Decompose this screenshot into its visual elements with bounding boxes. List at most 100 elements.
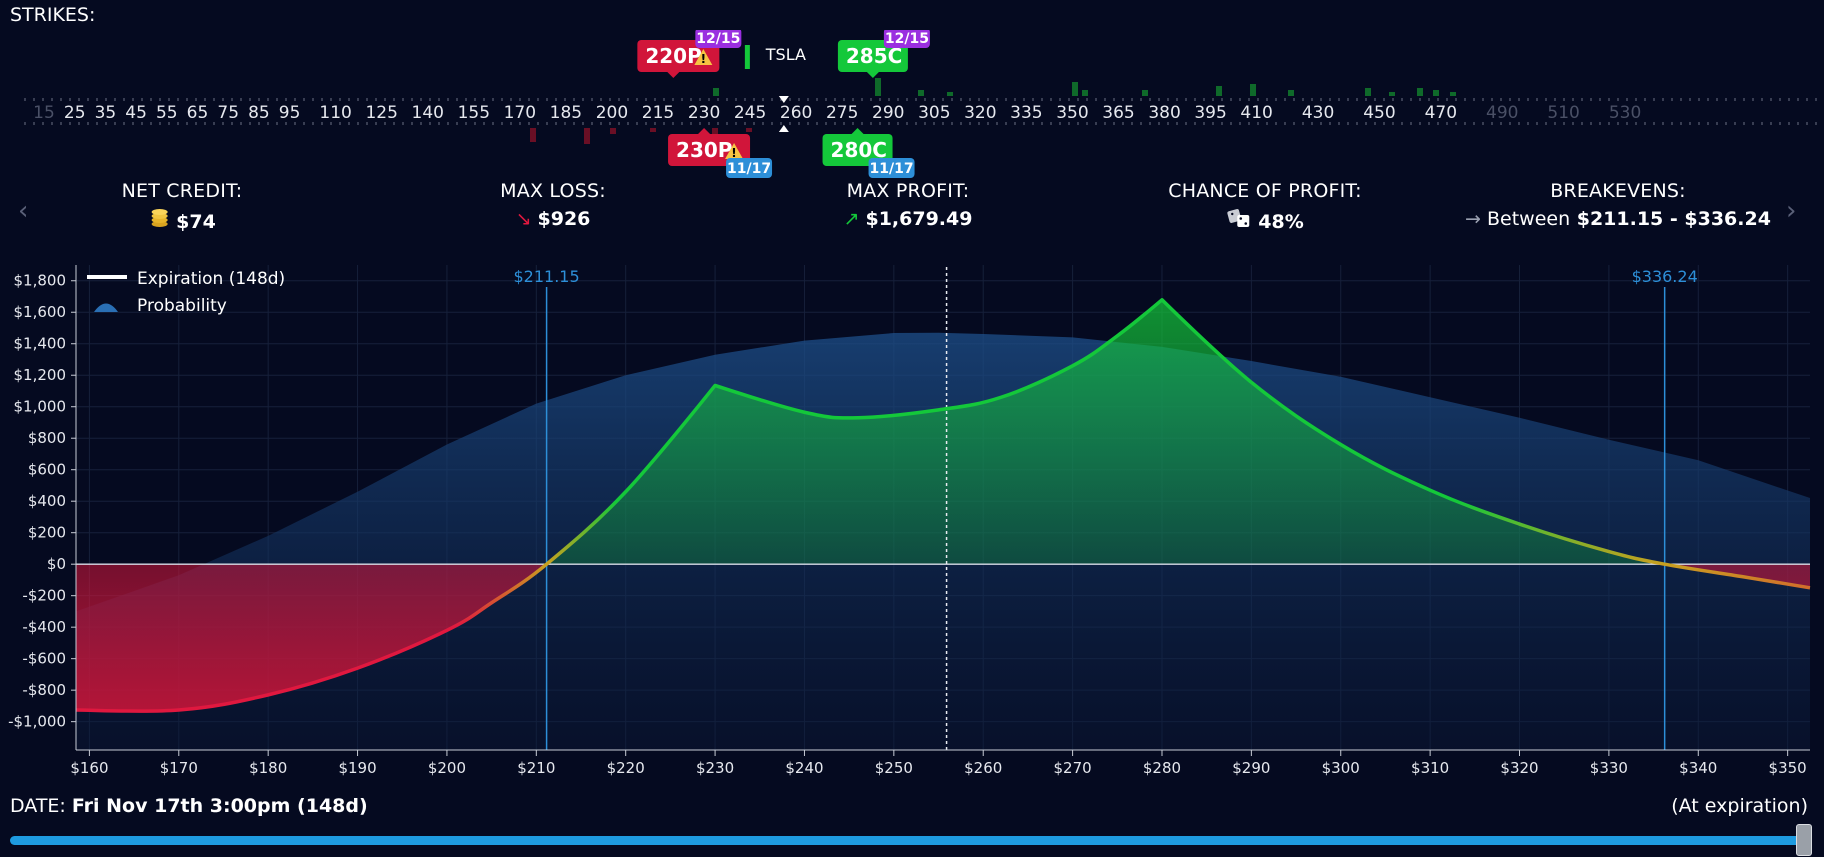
strike-tick-label[interactable]: 140 [412,103,444,123]
net-credit-stat: NET CREDIT: $74 [122,180,243,233]
max-profit-value: $1,679.49 [865,208,973,230]
x-tick-label: $340 [1679,759,1717,777]
strike-tick-label[interactable]: 65 [187,103,209,123]
x-tick-label: $290 [1232,759,1270,777]
chance-of-profit-stat: CHANCE OF PROFIT: 48% [1168,180,1361,233]
strike-tick-label[interactable]: 380 [1148,103,1180,123]
strike-tick-label[interactable]: 215 [642,103,674,123]
x-tick-label: $170 [160,759,198,777]
strike-tick-label[interactable]: 510 [1547,103,1579,123]
strike-ruler[interactable]: 15 25 35 45 55 65 75 85 95 110 125 140 155 170 185 200 2… [0,30,1824,180]
strike-tick-label[interactable]: 125 [365,103,397,123]
volume-bar-up [1450,92,1456,96]
strike-tick-label[interactable]: 290 [872,103,904,123]
strike-tick-label[interactable]: 110 [319,103,351,123]
max-loss-label: MAX LOSS: [500,180,606,202]
next-stat-arrow-icon[interactable]: › [1786,196,1797,226]
coins-icon [148,208,170,233]
strike-tick-label[interactable]: 155 [458,103,490,123]
strike-tick-label[interactable]: 170 [504,103,536,123]
y-tick-label: $200 [28,524,66,542]
arrow-up-right-icon: ↗ [843,208,860,230]
x-tick-label: $270 [1054,759,1092,777]
date-slider-track[interactable] [10,836,1805,845]
chance-of-profit-label: CHANCE OF PROFIT: [1168,180,1362,202]
strike-tick-label[interactable]: 410 [1240,103,1272,123]
x-tick-label: $320 [1500,759,1538,777]
y-tick-label: -$800 [22,681,66,699]
x-tick-label: $250 [875,759,913,777]
probability-legend-label[interactable]: Probability [137,296,227,316]
stats-row: NET CREDIT: $74 MAX LOSS: ↘ $926 MAX PROF… [0,180,1824,240]
volume-bar-down [530,128,536,142]
strike-tick-label[interactable]: 350 [1056,103,1088,123]
strike-tick-label[interactable]: 395 [1194,103,1226,123]
strike-tick-label[interactable]: 530 [1609,103,1641,123]
y-tick-label: $600 [28,461,66,479]
y-tick-label: -$1,000 [8,713,66,731]
strike-tick-label[interactable]: 55 [156,103,178,123]
leg-chip-pointer [866,72,879,78]
max-profit-stat: MAX PROFIT: ↗ $1,679.49 [844,180,973,230]
strike-tick-label[interactable]: 75 [217,103,239,123]
chance-of-profit-value: 48% [1258,211,1304,233]
strike-tick-label[interactable]: 230 [688,103,720,123]
breakevens-label: BREAKEVENS: [1550,180,1686,202]
y-tick-label: $1,200 [14,366,67,384]
x-tick-label: $200 [428,759,466,777]
warning-icon-mark: ! [701,52,706,66]
price-marker-down-icon [778,96,789,103]
warning-icon-mark: ! [731,146,736,160]
strike-tick-label[interactable]: 470 [1425,103,1457,123]
strike-tick-label[interactable]: 35 [95,103,117,123]
volume-bar-down [610,128,616,134]
at-expiration-label: (At expiration) [1671,795,1808,817]
x-tick-label: $350 [1769,759,1807,777]
strike-tick-label[interactable]: 45 [125,103,147,123]
strike-tick-label[interactable]: 185 [550,103,582,123]
expiration-legend-label[interactable]: Expiration (148d) [137,269,285,289]
strikes-title: STRIKES: [10,4,96,26]
strike-tick-label[interactable]: 365 [1102,103,1134,123]
x-tick-label: $160 [70,759,108,777]
y-tick-label: $1,800 [14,272,67,290]
x-tick-label: $210 [517,759,555,777]
leg-chip-label[interactable]: 220P [645,44,701,68]
strike-tick-label[interactable]: 450 [1363,103,1395,123]
leg-chip-220p[interactable]: 220P! 12/15 [637,30,742,78]
expiry-badge-label: 12/15 [696,31,740,47]
strike-tick-label[interactable]: 320 [964,103,996,123]
warning-icon [725,143,744,159]
strike-tick-label[interactable]: 335 [1010,103,1042,123]
leg-chip-label[interactable]: 230P [676,138,732,162]
strike-tick-label[interactable]: 95 [279,103,301,123]
x-tick-label: $310 [1411,759,1449,777]
expiry-badge [695,30,742,48]
strike-tick-label[interactable]: 25 [64,103,86,123]
strike-tick-label[interactable]: 245 [734,103,766,123]
strike-tick-label[interactable]: 260 [780,103,812,123]
strike-tick-label[interactable]: 305 [918,103,950,123]
strike-tick-label[interactable]: 275 [826,103,858,123]
arrow-down-right-icon: ↘ [515,208,532,230]
strike-tick-label[interactable]: 200 [596,103,628,123]
volume-bar-down [584,128,590,144]
strike-tick-label[interactable]: 15 [33,103,55,123]
prev-stat-arrow-icon[interactable]: ‹ [18,196,29,226]
volume-bar-up [1417,88,1423,96]
leg-chip-230p[interactable]: 230P!11/17 [668,128,773,178]
expiration-pnl-line[interactable] [75,298,1811,713]
y-tick-label: $800 [28,429,66,447]
date-label: DATE: [10,795,66,817]
x-tick-label: $220 [607,759,645,777]
strike-tick-label[interactable]: 430 [1302,103,1334,123]
volume-bar-up [1216,86,1222,96]
expiry-badge [883,30,930,48]
expiry-badge-label: 11/17 [870,161,914,177]
date-slider-thumb[interactable] [1796,824,1812,856]
strike-tick-label[interactable]: 490 [1486,103,1518,123]
pnl-chart[interactable]: $211.15 $336.24 $1,800 $1,600 $1,400 $1,200 $1… [0,255,1824,785]
strike-tick-label[interactable]: 85 [248,103,270,123]
